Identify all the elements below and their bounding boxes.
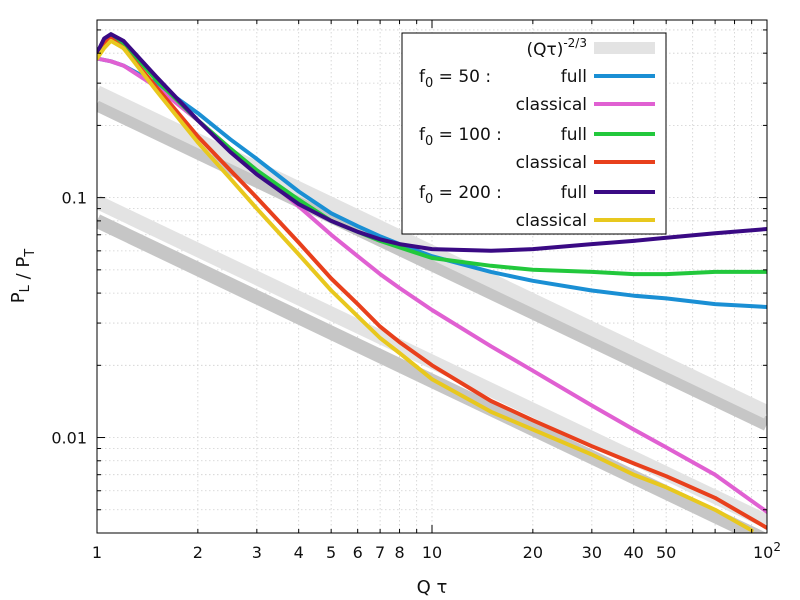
legend: (Qτ)-2/3 full classical full classical full cl… xyxy=(401,32,667,235)
legend-reference-label: (Qτ)-2/3 xyxy=(526,36,587,60)
x-tick-label: 2 xyxy=(193,543,203,562)
legend-classical-label: classical xyxy=(516,95,587,115)
x-tick-label: 6 xyxy=(353,543,363,562)
legend-group-label: f0 = 50 : xyxy=(419,67,491,91)
series-line-f0-200-classical xyxy=(97,38,754,533)
y-tick-label: 0.01 xyxy=(51,429,87,448)
series-line-f0-200-full xyxy=(97,32,767,253)
x-tick-label: 40 xyxy=(624,543,644,562)
series-line-f0-50-classical xyxy=(97,56,767,514)
y-axis-title: PL / PT xyxy=(8,249,38,303)
legend-classical-label: classical xyxy=(516,211,587,231)
legend-group-label: f0 = 200 : xyxy=(419,183,502,207)
x-tick-label: 1 xyxy=(92,543,102,562)
legend-classical-label: classical xyxy=(516,153,587,173)
x-tick-label: 4 xyxy=(294,543,304,562)
x-tick-label: 3 xyxy=(252,543,262,562)
x-tick-label: 20 xyxy=(523,543,543,562)
legend-full-label: full xyxy=(561,67,587,87)
x-tick-label: 8 xyxy=(394,543,404,562)
y-tick-label: 0.1 xyxy=(62,189,87,208)
legend-full-label: full xyxy=(561,183,587,203)
reference-line xyxy=(97,97,767,431)
x-tick-label: 30 xyxy=(582,543,602,562)
reference-line xyxy=(97,195,767,528)
x-tick-label: 10 xyxy=(422,543,442,562)
x-tick-label: 50 xyxy=(656,543,676,562)
series-lines xyxy=(97,32,767,533)
legend-full-label: full xyxy=(561,125,587,145)
x-tick-label: 7 xyxy=(375,543,385,562)
legend-group-label: f0 = 100 : xyxy=(419,125,502,149)
x-tick-label: 5 xyxy=(326,543,336,562)
x-axis-title: Q τ xyxy=(417,577,448,598)
